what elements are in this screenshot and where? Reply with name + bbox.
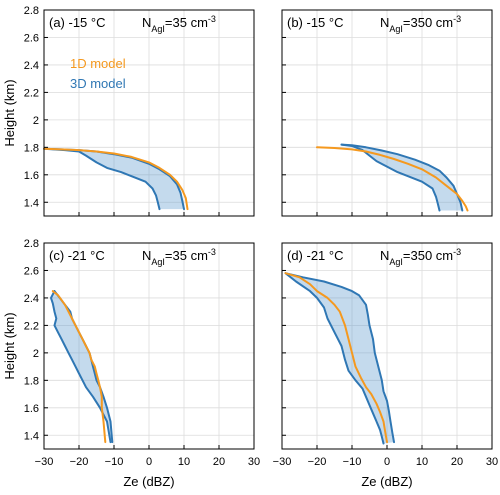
x-tick-label: 30 xyxy=(486,456,498,468)
series-1d-model xyxy=(51,290,107,444)
model-spread-area xyxy=(341,144,463,211)
y-tick-label: 2.2 xyxy=(24,87,39,99)
agi-concentration-label: NAgI=350 cm-3 xyxy=(380,247,461,267)
x-tick-label: −10 xyxy=(343,456,362,468)
panel-d: −30 −20 −10 0 10 20 30 Ze (dBZ) (d) -21 °C NAgI=3… xyxy=(273,242,498,489)
legend-entry: 3D model xyxy=(70,76,126,91)
y-tick-label: 1.8 xyxy=(24,375,39,387)
series-3d-model-left xyxy=(284,272,385,445)
model-spread-area xyxy=(285,273,394,444)
x-tick-label: −20 xyxy=(308,456,327,468)
x-tick-label: 20 xyxy=(451,456,463,468)
y-axis-label: Height (km) xyxy=(2,312,17,379)
y-tick-label: 2 xyxy=(33,115,39,127)
y-tick-label: 1.4 xyxy=(24,197,39,209)
series-3d-model-right xyxy=(284,272,395,444)
panel-label: (c) -21 °C xyxy=(49,248,105,263)
x-axis-label: Ze (dBZ) xyxy=(123,474,174,489)
y-tick-label: 2.6 xyxy=(24,265,39,277)
panel-b: (b) -15 °C NAgI=350 cm-3 xyxy=(281,9,493,217)
panel-label: (a) -15 °C xyxy=(49,15,106,30)
model-spread-area xyxy=(51,291,113,443)
y-tick-label: 2.4 xyxy=(24,293,39,305)
grid xyxy=(281,9,493,216)
y-tick-label: 1.6 xyxy=(24,403,39,415)
x-tick-label: 0 xyxy=(146,456,152,468)
y-axis-label: Height (km) xyxy=(2,79,17,146)
x-tick-label: −10 xyxy=(105,456,124,468)
x-tick-label: 30 xyxy=(248,456,260,468)
y-tick-label: 2.8 xyxy=(24,5,39,17)
y-tick-label: 2 xyxy=(33,348,39,360)
series-3d-model-left xyxy=(50,290,112,444)
x-tick-label: 0 xyxy=(384,456,390,468)
x-tick-label: −30 xyxy=(273,456,292,468)
agi-concentration-label: NAgI=350 cm-3 xyxy=(380,14,461,34)
y-tick-label: 2.8 xyxy=(24,238,39,250)
panel-a: 1.4 1.6 1.8 2 2.2 2.4 2.6 2.8 Height (km) (a) -15… xyxy=(2,5,255,217)
grid xyxy=(43,9,255,216)
agi-concentration-label: NAgI=35 cm-3 xyxy=(142,14,216,34)
y-tick-label: 2.2 xyxy=(24,320,39,332)
series-1d-model xyxy=(284,272,388,444)
legend-entry: 1D model xyxy=(70,56,126,71)
x-tick-label: 10 xyxy=(178,456,190,468)
x-tick-label: −20 xyxy=(70,456,89,468)
series-1d-model xyxy=(43,147,189,211)
agi-concentration-label: NAgI=35 cm-3 xyxy=(142,247,216,267)
x-axis-label: Ze (dBZ) xyxy=(361,474,412,489)
y-tick-label: 2.4 xyxy=(24,60,39,72)
y-tick-label: 1.6 xyxy=(24,170,39,182)
y-tick-label: 1.4 xyxy=(24,430,39,442)
panel-c: 1.4 1.6 1.8 2 2.2 2.4 2.6 2.8 Height (km) −30 −20 −… xyxy=(2,238,260,489)
series-1d-model xyxy=(316,146,469,212)
y-tick-label: 1.8 xyxy=(24,142,39,154)
y-tick-label: 2.6 xyxy=(24,32,39,44)
x-tick-label: 20 xyxy=(213,456,225,468)
panel-label: (b) -15 °C xyxy=(287,15,344,30)
x-tick-label: 10 xyxy=(416,456,428,468)
x-tick-label: −30 xyxy=(35,456,54,468)
series-3d-model-left xyxy=(43,147,161,211)
panel-label: (d) -21 °C xyxy=(287,248,344,263)
